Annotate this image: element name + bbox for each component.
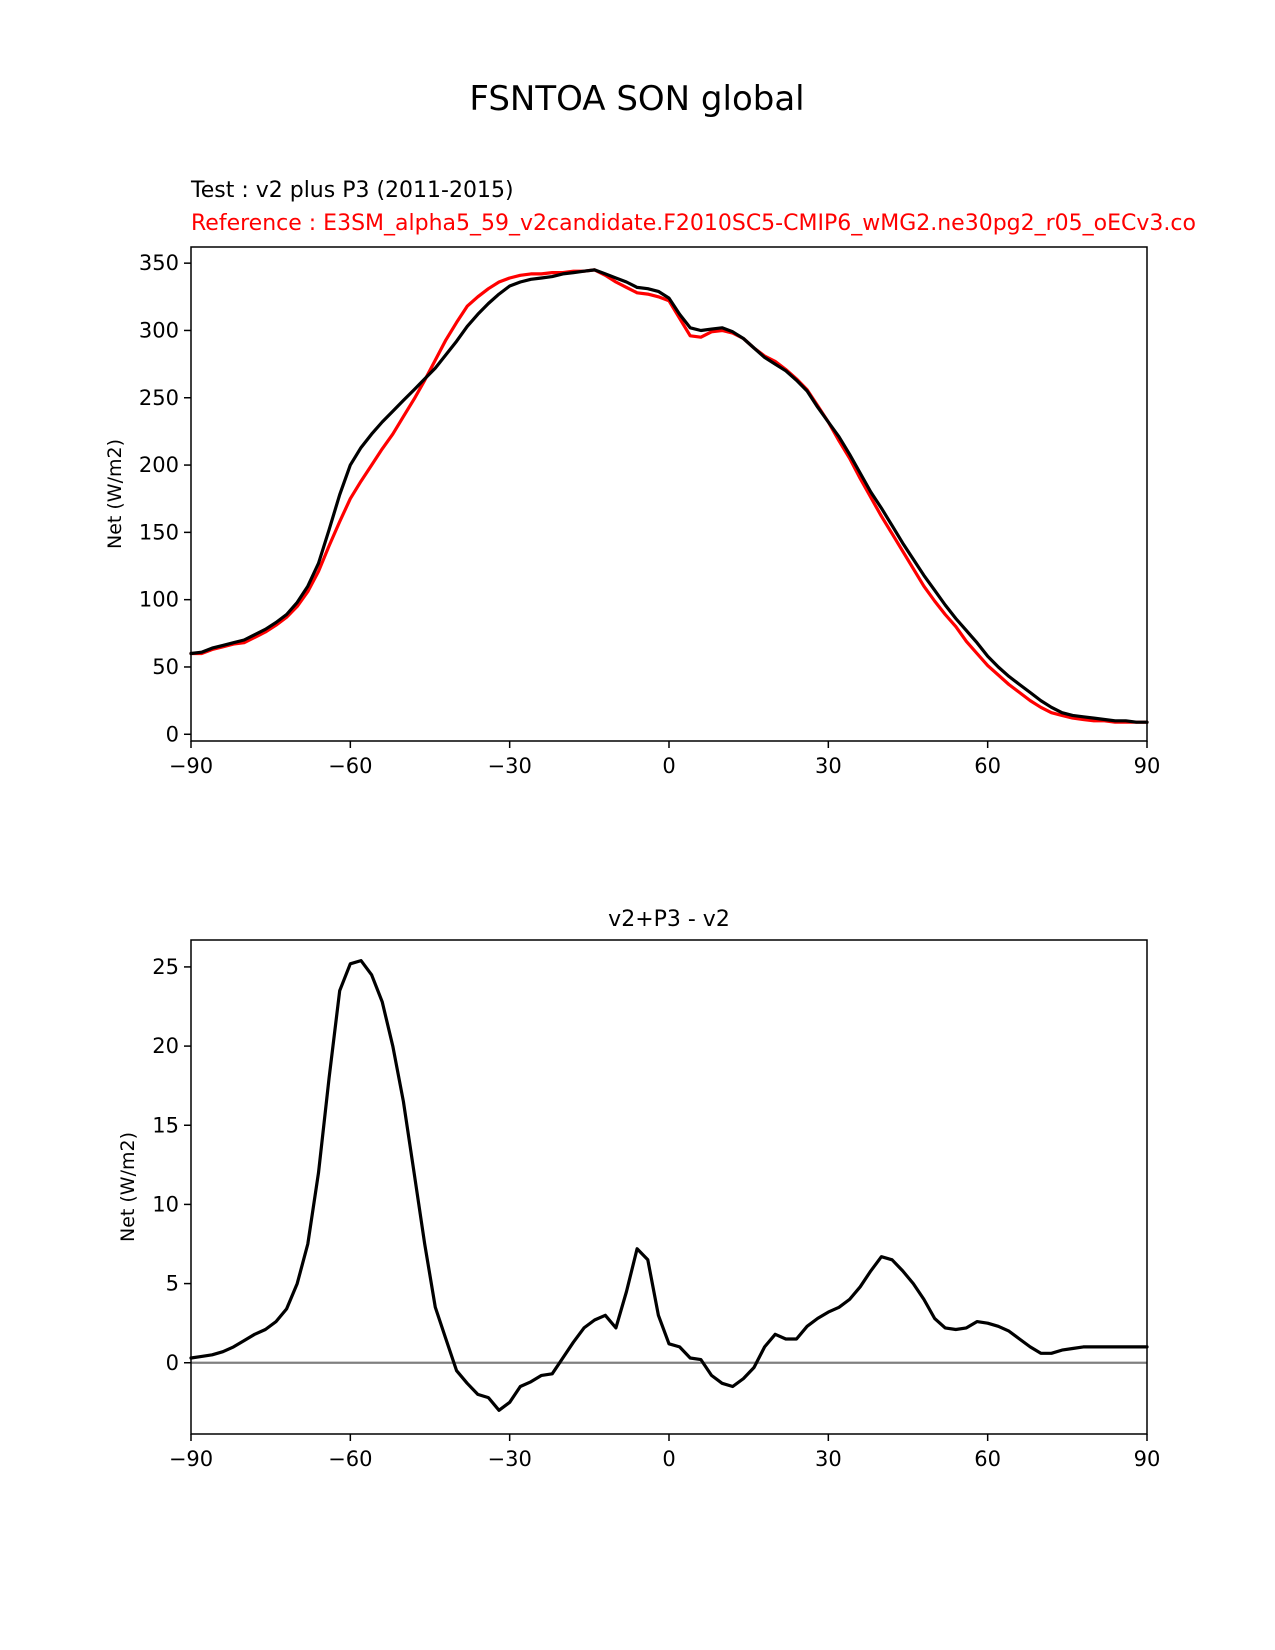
bottom-series-difference bbox=[189, 958, 1149, 1412]
top-xtick-label: −90 bbox=[169, 754, 213, 778]
bottom-xtick-label: 0 bbox=[662, 1447, 675, 1471]
top-ytick-label: 250 bbox=[139, 386, 179, 410]
top-ytick-label: 200 bbox=[139, 453, 179, 477]
top-xtick-label: −30 bbox=[488, 754, 532, 778]
bottom-ytick-label: 20 bbox=[152, 1034, 179, 1058]
top-series-reference bbox=[189, 268, 1149, 724]
top-ylabel: Net (W/m2) bbox=[104, 439, 126, 549]
bottom-ytick-label: 15 bbox=[152, 1113, 179, 1137]
bottom-xtick-label: −60 bbox=[328, 1447, 372, 1471]
top-series-test bbox=[189, 268, 1149, 724]
top-ticks-layer: −90 −60 −30 0 30 60 90 0 50 100 150 200 250 300 350 bbox=[139, 251, 1160, 778]
figure-title: FSNTOA SON global bbox=[469, 79, 804, 119]
bottom-xtick-label: 60 bbox=[974, 1447, 1001, 1471]
bottom-xtick-label: −30 bbox=[488, 1447, 532, 1471]
bottom-ytick-label: 25 bbox=[152, 955, 179, 979]
bottom-ytick-label: 0 bbox=[166, 1351, 179, 1375]
reference-label: Reference : E3SM_alpha5_59_v2candidate.F… bbox=[191, 211, 1196, 236]
bottom-ylabel: Net (W/m2) bbox=[117, 1132, 139, 1242]
bottom-series-layer bbox=[189, 958, 1149, 1412]
bottom-title: v2+P3 - v2 bbox=[608, 907, 730, 932]
top-ytick-label: 300 bbox=[139, 318, 179, 342]
top-ytick-label: 150 bbox=[139, 520, 179, 544]
bottom-xtick-label: 90 bbox=[1134, 1447, 1161, 1471]
top-xtick-label: 30 bbox=[815, 754, 842, 778]
top-xtick-label: 90 bbox=[1134, 754, 1161, 778]
top-ytick-label: 50 bbox=[152, 655, 179, 679]
top-xtick-label: −60 bbox=[328, 754, 372, 778]
top-ytick-label: 100 bbox=[139, 588, 179, 612]
test-label: Test : v2 plus P3 (2011-2015) bbox=[190, 178, 514, 203]
top-ytick-label: 0 bbox=[166, 722, 179, 746]
top-xtick-label: 60 bbox=[974, 754, 1001, 778]
bottom-plot-frame bbox=[190, 939, 1148, 1435]
top-xtick-label: 0 bbox=[662, 754, 675, 778]
top-series-layer bbox=[189, 268, 1149, 724]
bottom-ytick-label: 5 bbox=[166, 1272, 179, 1296]
bottom-panel: v2+P3 - v2 Net (W/m2) −90 −60 −30 0 30 60 90 0 5… bbox=[117, 907, 1160, 1471]
bottom-xtick-label: 30 bbox=[815, 1447, 842, 1471]
bottom-xtick-label: −90 bbox=[169, 1447, 213, 1471]
top-panel: Test : v2 plus P3 (2011-2015) Reference … bbox=[104, 178, 1196, 778]
top-plot-frame bbox=[190, 246, 1148, 742]
top-ytick-label: 350 bbox=[139, 251, 179, 275]
bottom-ytick-label: 10 bbox=[152, 1192, 179, 1216]
bottom-ticks-layer: −90 −60 −30 0 30 60 90 0 5 10 15 20 25 bbox=[152, 955, 1160, 1471]
